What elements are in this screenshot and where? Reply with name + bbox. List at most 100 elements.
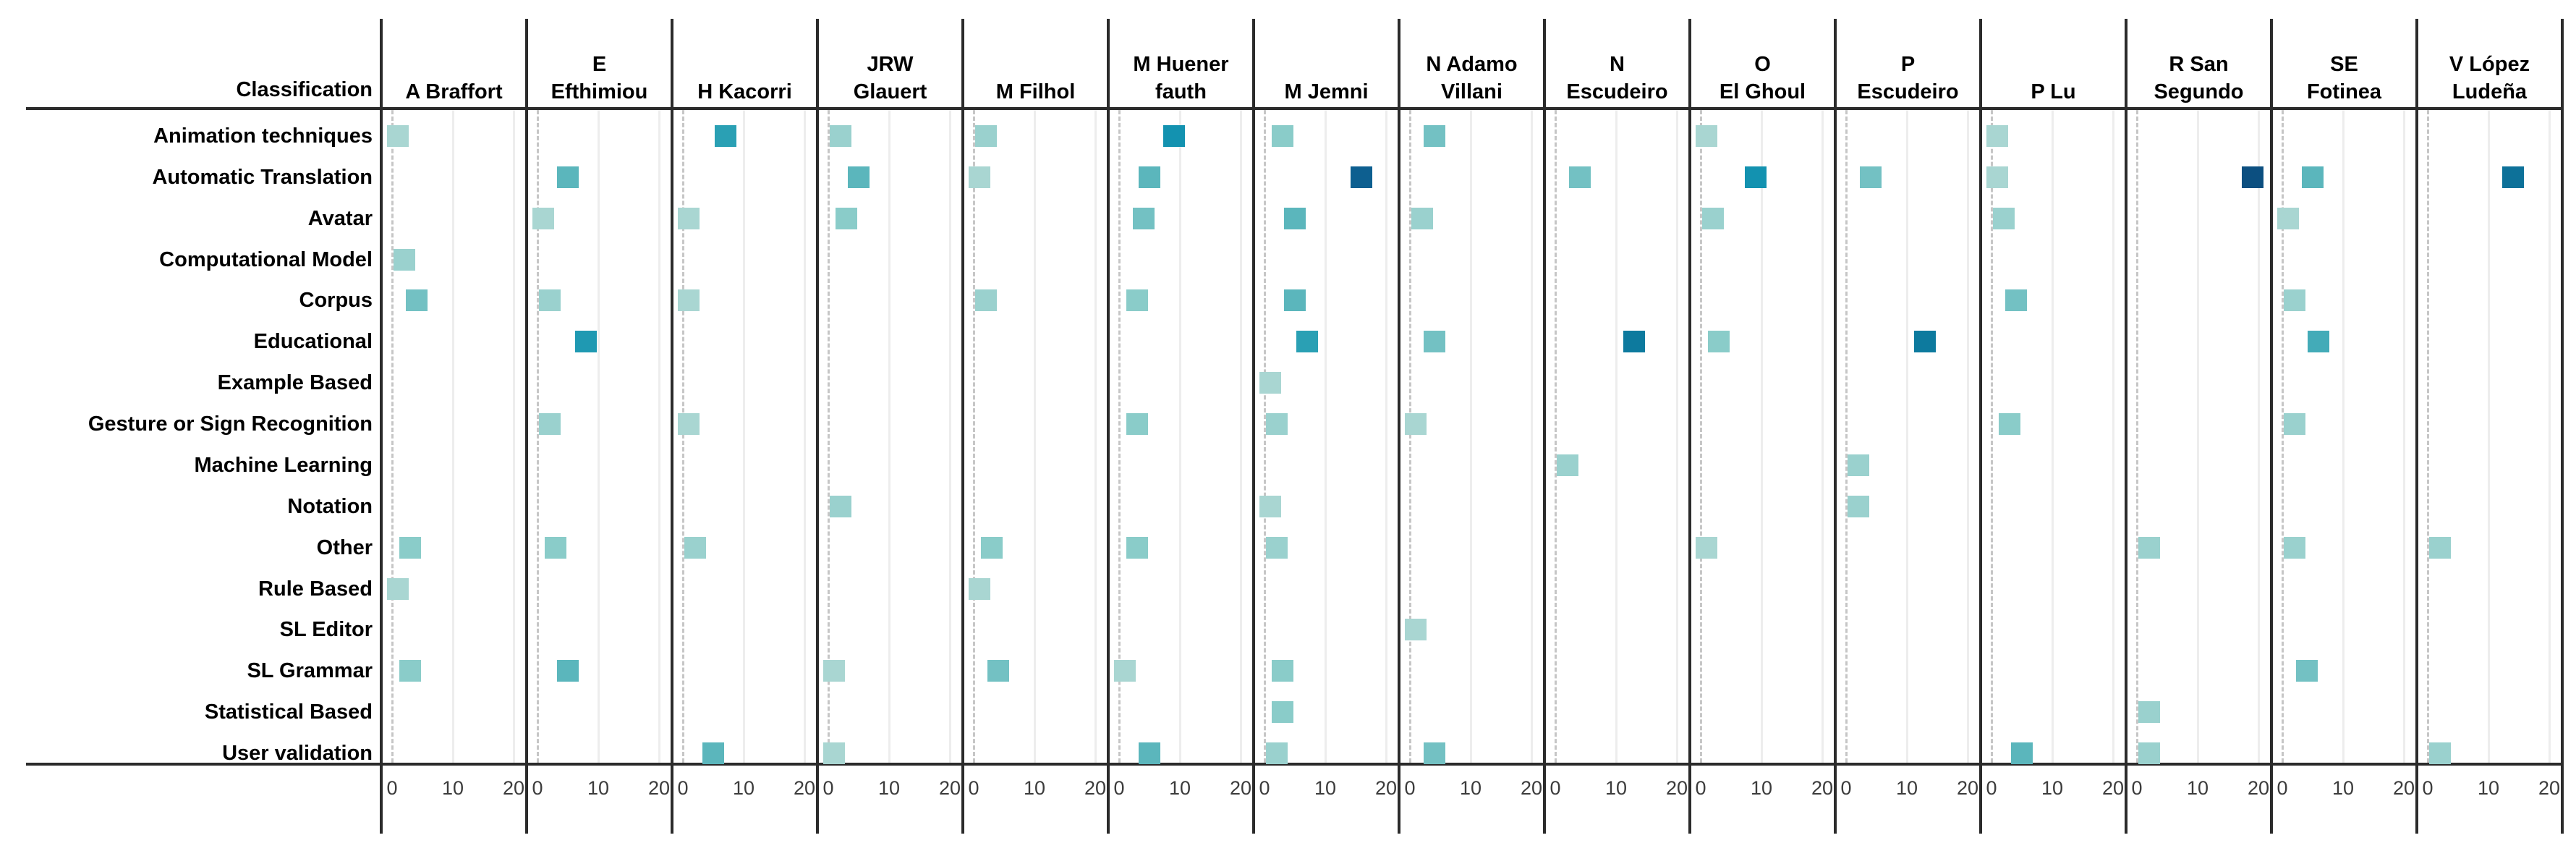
column-header-author: N Escudeiro: [1566, 53, 1668, 103]
data-square: [829, 495, 851, 517]
gridline: [658, 110, 660, 763]
column-divider: [1688, 19, 1691, 834]
gridline: [2197, 110, 2199, 763]
axis-tick-label: 10: [1750, 777, 1773, 799]
gridline: [1676, 110, 1678, 763]
zero-gridline: [2136, 110, 2138, 763]
axis-tick-label: 0: [822, 777, 834, 799]
axis-tick-label: 10: [1604, 777, 1628, 799]
column-divider: [1543, 19, 1546, 834]
gridline: [452, 110, 454, 763]
row-label: Avatar: [307, 206, 373, 230]
axis-tick-label: 0: [1550, 777, 1561, 799]
data-square: [1272, 701, 1294, 724]
column-header-author: P Lu: [2031, 80, 2076, 103]
data-square: [1411, 207, 1433, 229]
row-label: SL Editor: [279, 618, 373, 642]
gridline: [1822, 110, 1824, 763]
data-square: [1568, 166, 1591, 188]
data-square: [1162, 125, 1185, 147]
data-square: [836, 207, 858, 229]
data-square: [399, 660, 422, 682]
column-divider: [1252, 19, 1255, 834]
gridline: [1385, 110, 1387, 763]
gridline: [513, 110, 515, 763]
data-square: [2428, 536, 2451, 559]
gridline: [949, 110, 951, 763]
axis-tick-label: 0: [1113, 777, 1125, 799]
data-square: [2277, 207, 2300, 229]
data-square: [1701, 207, 1724, 229]
zero-gridline: [2427, 110, 2429, 763]
column-header-author: SE Fotinea: [2306, 53, 2382, 103]
data-square: [1847, 454, 1869, 476]
row-label: Gesture or Sign Recognition: [88, 412, 373, 436]
data-square: [1623, 331, 1646, 353]
column-header-author: M Huener fauth: [1133, 53, 1229, 103]
data-square: [1986, 166, 2009, 188]
data-square: [678, 207, 700, 229]
gridline: [1179, 110, 1181, 763]
data-square: [1284, 289, 1306, 312]
column-divider: [380, 19, 383, 834]
data-square: [684, 536, 706, 559]
axis-tick-label: 20: [2392, 777, 2415, 799]
axis-tick-label: 0: [1986, 777, 1997, 799]
data-square: [1259, 495, 1282, 517]
data-square: [1265, 742, 1288, 765]
data-square: [387, 577, 409, 600]
zero-gridline: [391, 110, 394, 763]
row-label: User validation: [222, 742, 373, 766]
data-square: [1284, 207, 1306, 229]
data-square: [974, 289, 997, 312]
column-header-author: O El Ghoul: [1719, 53, 1806, 103]
data-square: [1999, 413, 2021, 436]
data-square: [1259, 372, 1282, 394]
data-square: [678, 413, 700, 436]
column-divider: [525, 19, 528, 834]
data-square: [2241, 166, 2263, 188]
axis-tick-label: 0: [532, 777, 543, 799]
data-square: [1126, 289, 1149, 312]
data-square: [1139, 742, 1160, 765]
gridline: [1531, 110, 1533, 763]
data-square: [1351, 166, 1373, 188]
axis-tick-label: 10: [1459, 777, 1482, 799]
data-square: [2428, 742, 2451, 765]
gridline: [1906, 110, 1908, 763]
data-square: [1914, 331, 1937, 353]
axis-tick-label: 20: [1956, 777, 1979, 799]
zero-gridline: [2282, 110, 2284, 763]
data-square: [1405, 619, 1427, 641]
data-square: [981, 536, 1003, 559]
data-square: [2138, 701, 2160, 724]
gridline: [1240, 110, 1242, 763]
axis-tick-label: 10: [1895, 777, 1918, 799]
gridline: [1094, 110, 1097, 763]
column-divider: [2125, 19, 2127, 834]
data-square: [1126, 536, 1149, 559]
zero-gridline: [828, 110, 830, 763]
column-header-author: V López Ludeña: [2449, 53, 2530, 103]
zero-gridline: [1700, 110, 1702, 763]
row-label: Computational Model: [159, 247, 373, 271]
data-square: [678, 289, 700, 312]
gridline: [1761, 110, 1763, 763]
data-square: [714, 125, 736, 147]
data-square: [2302, 166, 2324, 188]
gridline: [2258, 110, 2260, 763]
gridline: [1325, 110, 1327, 763]
gridline: [743, 110, 745, 763]
column-divider: [1107, 19, 1110, 834]
axis-tick-label: 0: [2131, 777, 2143, 799]
zero-gridline: [973, 110, 975, 763]
data-square: [538, 413, 561, 436]
data-square: [2138, 536, 2160, 559]
column-divider: [1979, 19, 1982, 834]
gridline: [2488, 110, 2490, 763]
column-divider: [2561, 19, 2564, 834]
axis-tick-label: 0: [968, 777, 979, 799]
axis-tick-label: 10: [732, 777, 755, 799]
data-square: [2011, 742, 2033, 765]
column-divider: [671, 19, 673, 834]
